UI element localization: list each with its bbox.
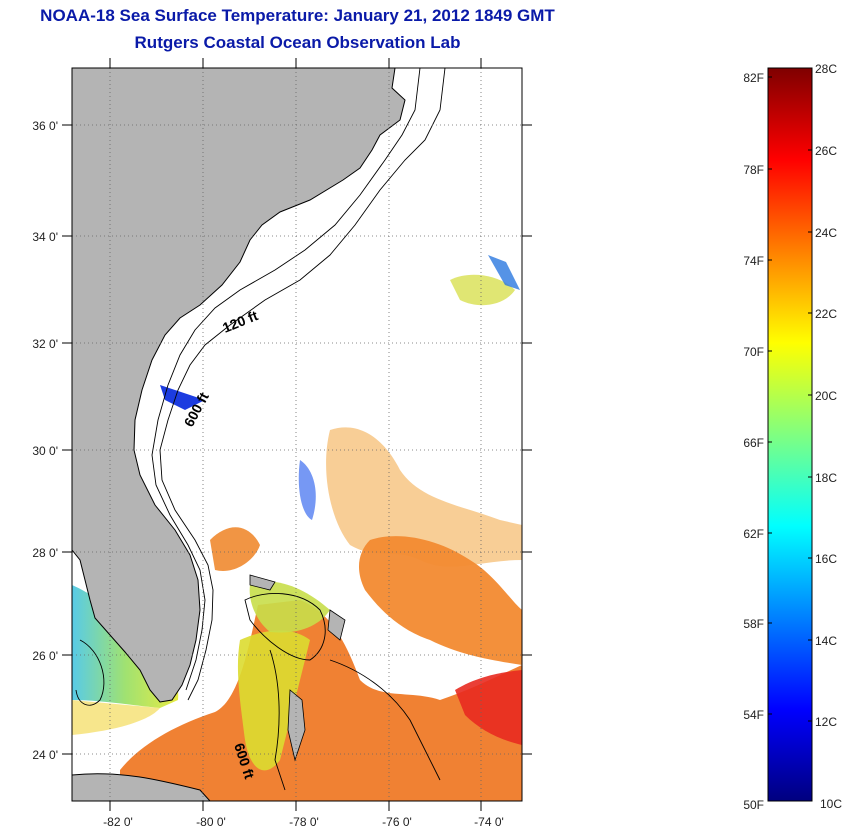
colorbar-f-label: 78F bbox=[743, 163, 764, 177]
colorbar-c-label: 12C bbox=[815, 715, 837, 729]
colorbar-f-label: 74F bbox=[743, 254, 764, 268]
graticule bbox=[72, 68, 522, 801]
latitude-labels: 36 0' 34 0' 32 0' 30 0' 28 0' 26 0' 24 0… bbox=[32, 119, 58, 762]
colorbar-c-label: 18C bbox=[815, 471, 837, 485]
lat-label: 34 0' bbox=[32, 230, 58, 244]
lon-label: -76 0' bbox=[382, 815, 412, 829]
colorbar-c-label: 26C bbox=[815, 144, 837, 158]
lat-label: 24 0' bbox=[32, 748, 58, 762]
colorbar-c-label: 20C bbox=[815, 389, 837, 403]
land-bahamas-3 bbox=[249, 574, 276, 591]
lat-label: 36 0' bbox=[32, 119, 58, 133]
colorbar-c-label: 28C bbox=[815, 62, 837, 76]
bathymetry-contours bbox=[75, 68, 446, 791]
lat-label: 28 0' bbox=[32, 546, 58, 560]
longitude-labels: -82 0' -80 0' -78 0' -76 0' -74 0' bbox=[103, 815, 504, 829]
land-cuba bbox=[72, 773, 211, 801]
colorbar-c-label: 14C bbox=[815, 634, 837, 648]
colorbar-f-label: 50F bbox=[743, 798, 764, 812]
colorbar-f-label: 54F bbox=[743, 708, 764, 722]
lon-label: -80 0' bbox=[196, 815, 226, 829]
colorbar-fahrenheit-labels: 82F 78F 74F 70F 66F 62F 58F 54F 50F bbox=[743, 71, 764, 812]
land-mass-southeast-us bbox=[72, 68, 406, 703]
lon-label: -82 0' bbox=[103, 815, 133, 829]
map-title: NOAA-18 Sea Surface Temperature: January… bbox=[40, 6, 555, 25]
lon-label: -74 0' bbox=[474, 815, 504, 829]
lon-label: -78 0' bbox=[289, 815, 319, 829]
land-bahamas-1 bbox=[327, 609, 346, 641]
colorbar-c-label: 16C bbox=[815, 552, 837, 566]
colorbar-ticks bbox=[768, 67, 812, 722]
colorbar-f-label: 62F bbox=[743, 527, 764, 541]
colorbar-f-label: 70F bbox=[743, 345, 764, 359]
colorbar-f-label: 66F bbox=[743, 436, 764, 450]
colorbar-f-label: 58F bbox=[743, 617, 764, 631]
colorbar-c-label: 10C bbox=[820, 797, 842, 811]
lat-label: 26 0' bbox=[32, 649, 58, 663]
map-frame bbox=[71, 67, 523, 802]
colorbar-f-label: 82F bbox=[743, 71, 764, 85]
lat-label: 30 0' bbox=[32, 444, 58, 458]
map-panel: 120 ft 600 ft 600 ft bbox=[72, 68, 522, 801]
land-bahamas-2 bbox=[287, 689, 306, 762]
colorbar-c-label: 24C bbox=[815, 226, 837, 240]
colorbar-celsius-labels: 28C 26C 24C 22C 20C 18C 16C 14C 12C 10C bbox=[815, 62, 842, 811]
colorbar bbox=[767, 67, 813, 802]
lat-label: 32 0' bbox=[32, 337, 58, 351]
map-subtitle: Rutgers Coastal Ocean Observation Lab bbox=[134, 33, 461, 52]
colorbar-c-label: 22C bbox=[815, 307, 837, 321]
frame-ticks bbox=[62, 58, 532, 811]
